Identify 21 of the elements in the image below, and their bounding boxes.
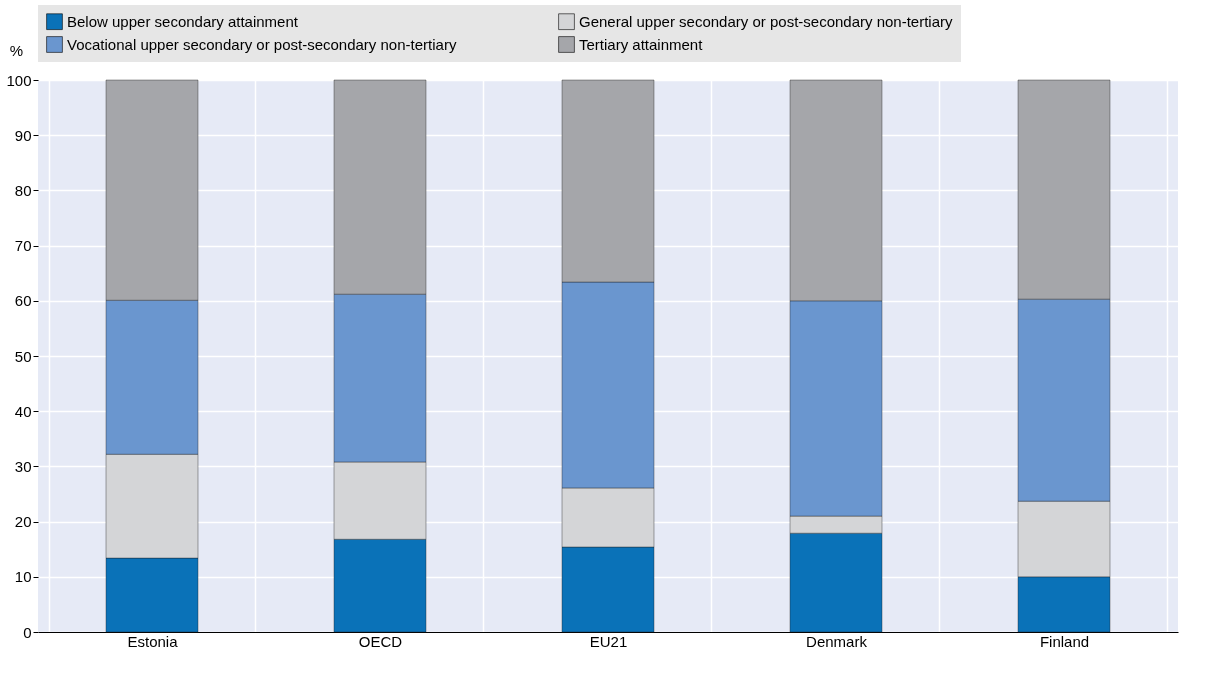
legend-label: Tertiary attainment <box>579 35 704 53</box>
y-tick-label: 70 <box>14 237 32 255</box>
legend-label: Vocational upper secondary or post-secondary non-tertiary <box>67 35 457 53</box>
y-tick-label: 50 <box>14 347 32 365</box>
y-tick-label: 20 <box>14 513 32 531</box>
x-tick-label: Estonia <box>127 632 179 650</box>
y-axis-title: % <box>9 41 24 59</box>
x-tick-label: EU21 <box>589 632 628 650</box>
y-tick-label: 0 <box>23 623 32 641</box>
y-tick-label: 40 <box>14 402 32 420</box>
legend-label: Below upper secondary attainment <box>67 12 299 30</box>
x-tick-label: Denmark <box>806 632 868 650</box>
x-tick-label: OECD <box>358 632 403 650</box>
y-tick-label: 10 <box>14 568 32 586</box>
y-tick-label: 60 <box>14 292 32 310</box>
legend-label: General upper secondary or post-secondary non-tertiary <box>579 12 954 30</box>
y-tick-label: 100 <box>6 71 32 89</box>
y-tick-label: 90 <box>14 126 32 144</box>
y-tick-label: 30 <box>14 457 32 475</box>
y-tick-label: 80 <box>14 181 32 199</box>
x-tick-label: Finland <box>1039 632 1090 650</box>
